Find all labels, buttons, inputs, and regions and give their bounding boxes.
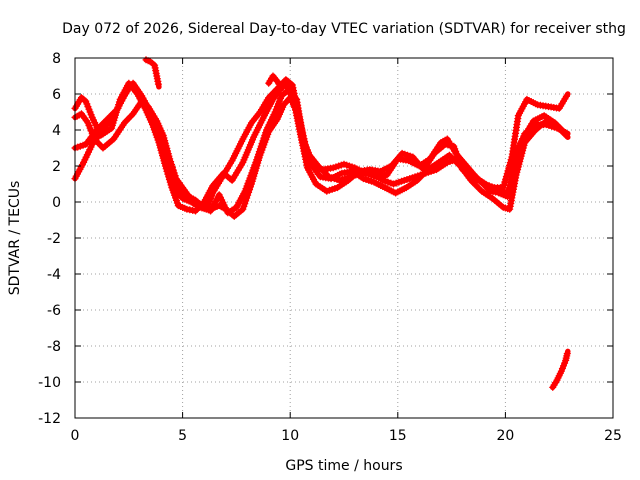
y-tick-label: 8 <box>52 51 61 67</box>
series-track-2 <box>71 79 571 217</box>
y-tick-label: -12 <box>38 411 61 427</box>
series-spike-early <box>142 56 162 90</box>
y-tick-label: -8 <box>47 339 61 355</box>
series-track-4 <box>71 94 571 220</box>
chart-title: Day 072 of 2026, Sidereal Day-to-day VTE… <box>62 21 626 37</box>
plus-marker <box>562 129 570 137</box>
series-outlier-late <box>549 348 571 391</box>
y-tick-label: -6 <box>47 303 61 319</box>
y-tick-label: -4 <box>47 267 61 283</box>
x-tick-label: 20 <box>496 428 514 444</box>
x-tick-label: 0 <box>71 428 80 444</box>
x-tick-label: 25 <box>604 428 622 444</box>
x-axis-label: GPS time / hours <box>285 458 402 474</box>
y-tick-label: -10 <box>38 375 61 391</box>
x-tick-label: 10 <box>281 428 299 444</box>
x-tick-label: 15 <box>389 428 407 444</box>
y-tick-label: 0 <box>52 195 61 211</box>
grid-lines <box>75 58 613 418</box>
plus-marker <box>563 350 571 358</box>
series-spike-noon <box>265 72 285 92</box>
plus-marker <box>562 92 570 100</box>
y-tick-label: 4 <box>52 123 61 139</box>
y-axis-label: SDTVAR / TECUs <box>7 181 23 296</box>
x-tick-label: 5 <box>178 428 187 444</box>
y-tick-label: -2 <box>47 231 61 247</box>
series-line <box>265 73 285 92</box>
axis-ticks: 0 5 10 15 20 25 -12 -10 -8 -6 -4 -2 0 2 4 6 8 <box>38 51 622 444</box>
data-series <box>71 56 571 391</box>
y-tick-label: 2 <box>52 159 61 175</box>
plus-marker <box>154 80 162 88</box>
y-tick-label: 6 <box>52 87 61 103</box>
plus-marker <box>276 82 284 90</box>
